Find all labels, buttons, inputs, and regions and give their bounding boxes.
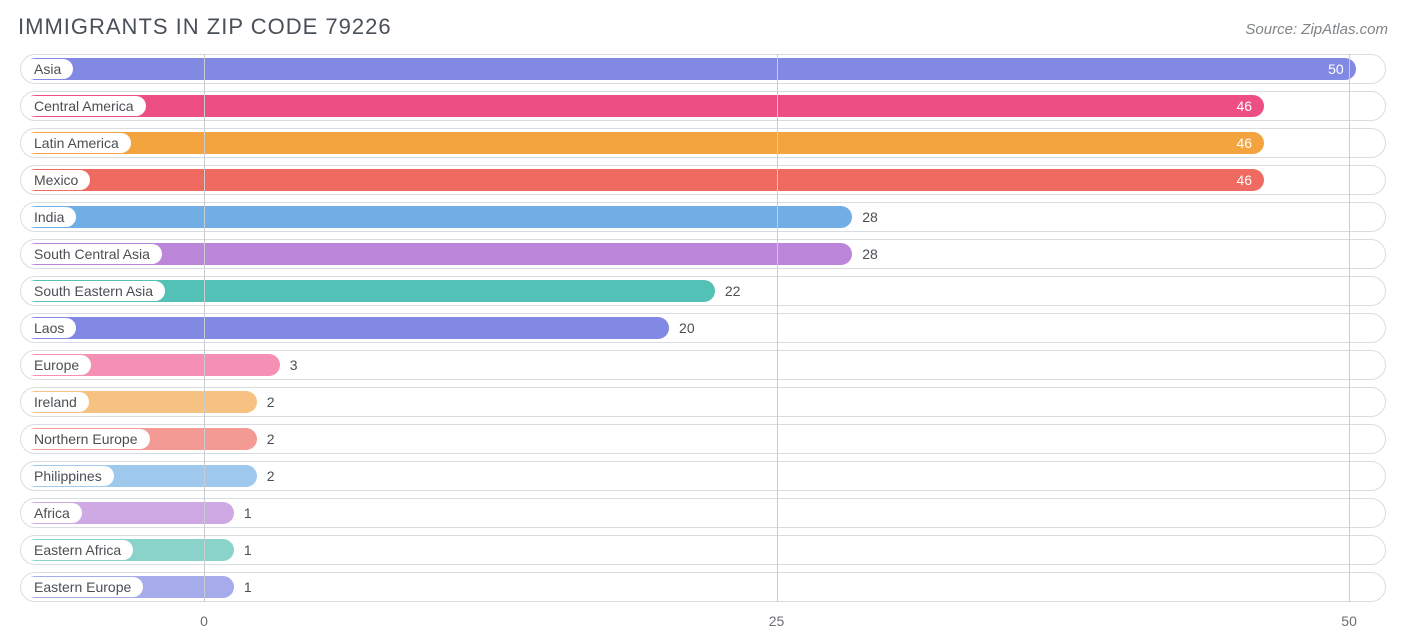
bar-row: 28 India (20, 202, 1386, 232)
bar-label: Central America (22, 96, 146, 116)
bar-label: Ireland (22, 392, 89, 412)
bar-row: 22 South Eastern Asia (20, 276, 1386, 306)
bar-row: 20 Laos (20, 313, 1386, 343)
x-axis-tick: 50 (1341, 613, 1357, 629)
bar-value: 46 (1236, 172, 1372, 188)
bar-value: 1 (244, 579, 252, 595)
bar-value: 2 (267, 468, 275, 484)
bar-label: Mexico (22, 170, 90, 190)
bar-row: 46 Mexico (20, 165, 1386, 195)
x-axis: 0 25 50 (14, 609, 1392, 637)
bar-track: 28 (24, 206, 1382, 228)
bar-row: 2 Philippines (20, 461, 1386, 491)
bar-row: 28 South Central Asia (20, 239, 1386, 269)
source-prefix: Source: (1245, 21, 1301, 38)
bar-row: 46 Latin America (20, 128, 1386, 158)
bar-row: 1 Eastern Africa (20, 535, 1386, 565)
bar-label: Laos (22, 318, 76, 338)
bar-row: 1 Africa (20, 498, 1386, 528)
bar-value: 2 (267, 394, 275, 410)
bar-track: 46 (24, 95, 1382, 117)
bar-label: Northern Europe (22, 429, 150, 449)
bar-track: 2 (24, 465, 1382, 487)
bar-label: India (22, 207, 76, 227)
bar-value: 1 (244, 542, 252, 558)
bar-fill (24, 169, 1264, 191)
chart-title: IMMIGRANTS IN ZIP CODE 79226 (18, 14, 392, 40)
source-name: ZipAtlas.com (1301, 21, 1388, 38)
bars-area: 50Asia46Central America46Latin America46… (14, 54, 1392, 602)
bar-track: 46 (24, 132, 1382, 154)
bar-track: 22 (24, 280, 1382, 302)
bar-label: Europe (22, 355, 91, 375)
x-axis-tick: 25 (769, 613, 785, 629)
bar-track: 46 (24, 169, 1382, 191)
bar-label: Asia (22, 59, 73, 79)
bar-fill (24, 317, 669, 339)
bar-label: South Central Asia (22, 244, 162, 264)
bar-track: 1 (24, 539, 1382, 561)
bar-value: 20 (679, 320, 695, 336)
bar-label: Eastern Europe (22, 577, 143, 597)
bar-row: 2 Northern Europe (20, 424, 1386, 454)
bar-row: 2 Ireland (20, 387, 1386, 417)
bar-track: 2 (24, 391, 1382, 413)
bar-track: 28 (24, 243, 1382, 265)
bar-fill (24, 206, 852, 228)
bar-track: 1 (24, 576, 1382, 598)
bar-label: Eastern Africa (22, 540, 133, 560)
bar-track: 2 (24, 428, 1382, 450)
bar-track: 20 (24, 317, 1382, 339)
bar-value: 28 (862, 246, 878, 262)
bar-value: 46 (1236, 98, 1372, 114)
bar-fill (24, 95, 1264, 117)
bar-track: 3 (24, 354, 1382, 376)
bar-value: 1 (244, 505, 252, 521)
chart-container: IMMIGRANTS IN ZIP CODE 79226 Source: Zip… (0, 0, 1406, 643)
chart-header: IMMIGRANTS IN ZIP CODE 79226 Source: Zip… (14, 10, 1392, 54)
chart-source: Source: ZipAtlas.com (1245, 21, 1388, 38)
bar-fill (24, 132, 1264, 154)
bar-fill (24, 58, 1356, 80)
bar-value: 46 (1236, 135, 1372, 151)
bar-row: 3 Europe (20, 350, 1386, 380)
bar-label: Latin America (22, 133, 131, 153)
bar-track: 1 (24, 502, 1382, 524)
x-axis-tick: 0 (200, 613, 208, 629)
bar-track: 50 (24, 58, 1382, 80)
bar-value: 3 (290, 357, 298, 373)
bar-label: South Eastern Asia (22, 281, 165, 301)
bar-value: 50 (1328, 61, 1372, 77)
bar-value: 2 (267, 431, 275, 447)
bar-row: 46 Central America (20, 91, 1386, 121)
bar-label: Africa (22, 503, 82, 523)
bar-label: Philippines (22, 466, 114, 486)
bar-value: 28 (862, 209, 878, 225)
bar-row: 1 Eastern Europe (20, 572, 1386, 602)
bar-value: 22 (725, 283, 741, 299)
bar-row: 50 Asia (20, 54, 1386, 84)
